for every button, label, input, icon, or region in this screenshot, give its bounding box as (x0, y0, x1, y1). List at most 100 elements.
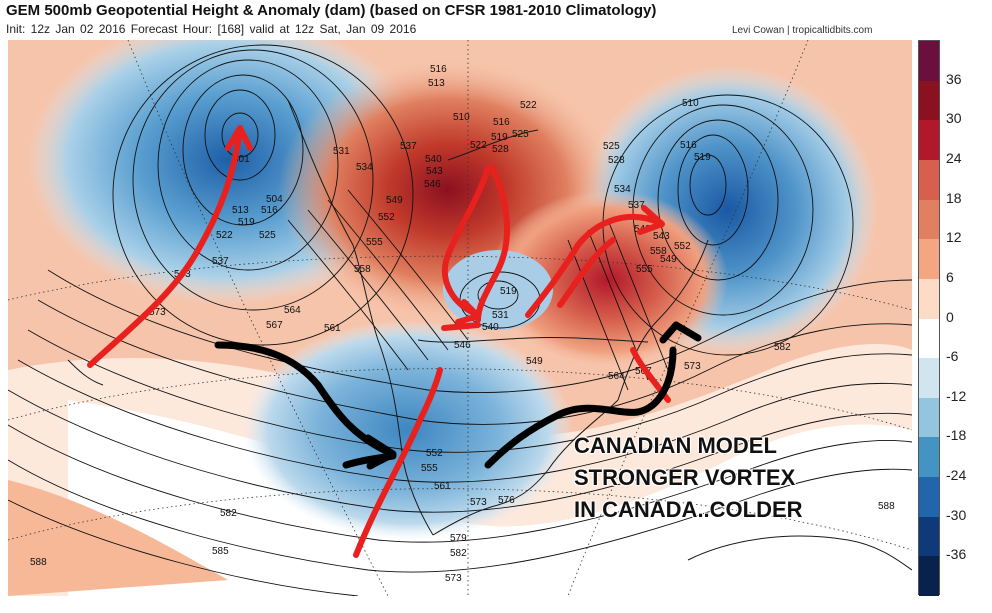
contour-label: 582 (450, 548, 467, 559)
colorbar-tick-label: 0 (946, 308, 954, 325)
contour-label: 510 (453, 112, 470, 123)
colorbar-tick-label: 18 (946, 189, 962, 206)
colorbar-tick-label: 12 (946, 229, 962, 246)
contour-label: 564 (608, 371, 625, 382)
red-arrow-atlantic-inner (557, 237, 616, 308)
contour-label: 531 (492, 310, 509, 321)
contour-label: 543 (653, 231, 670, 242)
contour-label: 555 (366, 237, 383, 248)
contour-label: 522 (520, 100, 537, 111)
contour-label-group: 516 513 510 516 522 519 525 522 528 531 … (30, 64, 895, 584)
map-credit: Levi Cowan | tropicaltidbits.com (732, 25, 873, 36)
colorbar-tick-label: -12 (946, 387, 967, 404)
contour-label: 561 (324, 323, 341, 334)
contour-label: 534 (356, 162, 373, 173)
colorbar-swatch (919, 120, 939, 161)
red-arrow-hudson-west (441, 165, 491, 318)
contour-label: 528 (492, 144, 509, 155)
contour-label: 501 (233, 154, 250, 165)
colorbar-swatch (919, 199, 939, 240)
contour-label: 531 (333, 146, 350, 157)
contour-label: 537 (212, 256, 229, 267)
contour-label: 546 (424, 179, 441, 190)
contour-label: 540 (425, 154, 442, 165)
contour-label: 510 (682, 98, 699, 109)
contour-label: 579 (450, 533, 467, 544)
colorbar-tick-label: -6 (946, 348, 959, 365)
contour-label: 519 (694, 152, 711, 163)
annotation-line-2: STRONGER VORTEX (574, 465, 796, 490)
colorbar-swatch (919, 358, 939, 399)
map-subtitle: Init: 12z Jan 02 2016 Forecast Hour: [16… (6, 22, 417, 36)
contour-label: 522 (470, 140, 487, 151)
contour-label: 537 (628, 200, 645, 211)
red-flow-arrows (87, 125, 671, 558)
contour-label: 573 (149, 307, 166, 318)
colorbar-swatch (919, 437, 939, 478)
contour-label: 549 (526, 356, 543, 367)
contour-label: 558 (354, 264, 371, 275)
contour-label: 552 (426, 448, 443, 459)
contour-label: 516 (493, 117, 510, 128)
map-title: GEM 500mb Geopotential Height & Anomaly … (6, 2, 657, 19)
contour-label: 537 (400, 141, 417, 152)
annotation-text: CANADIAN MODEL STRONGER VORTEX IN CANADA… (574, 430, 803, 526)
contour-label: 519 (491, 132, 508, 143)
colorbar-swatch (919, 477, 939, 518)
black-flow-arrows (214, 321, 702, 470)
colorbar-swatch (919, 159, 939, 201)
contour-label: 513 (232, 205, 249, 216)
red-arrow-pacific-head (225, 125, 253, 151)
black-arrow-west (214, 341, 392, 456)
contour-label: 588 (30, 557, 47, 568)
contour-label: 522 (216, 230, 233, 241)
red-arrow-pacific (87, 127, 243, 368)
colorbar-swatch (919, 397, 939, 438)
contour-label: 555 (421, 463, 438, 474)
contour-label: 582 (774, 342, 791, 353)
colorbar-swatch (919, 41, 939, 82)
colorbar-swatch (919, 239, 939, 280)
contour-label: 504 (266, 194, 283, 205)
contour-label: 519 (238, 217, 255, 228)
contour-label: 573 (470, 497, 487, 508)
contour-label: 513 (428, 78, 445, 89)
contour-label: 573 (684, 361, 701, 372)
red-arrow-quebec (525, 213, 661, 318)
colorbar-tick-label: 30 (946, 110, 962, 127)
colorbar-tick-label: 36 (946, 70, 962, 87)
annotation-line-1: CANADIAN MODEL (574, 433, 777, 458)
colorbar-swatch (919, 80, 939, 121)
black-arrow-southwest (342, 452, 397, 469)
contour-label: 540 (482, 322, 499, 333)
contour-label: 516 (261, 205, 278, 216)
weather-map: 516 513 510 516 522 519 525 522 528 531 … (8, 40, 912, 596)
contour-label: 564 (284, 305, 301, 316)
contour-label: 588 (878, 501, 895, 512)
contour-label: 552 (378, 212, 395, 223)
colorbar-tick-label: -36 (946, 546, 967, 563)
black-arrow-southeast (484, 346, 677, 469)
contour-label: 552 (674, 241, 691, 252)
contour-label: 561 (434, 481, 451, 492)
red-arrow-hudson-bottom (441, 322, 481, 331)
colorbar-tick-label: 6 (946, 268, 954, 285)
colorbar-tick-label: -30 (946, 506, 967, 523)
colorbar-tick-label: -18 (946, 427, 967, 444)
contour-label: 516 (680, 140, 697, 151)
contour-label: 582 (220, 508, 237, 519)
graticule (8, 40, 912, 596)
annotation-line-3: IN CANADA..COLDER (574, 497, 803, 522)
contour-label: 585 (212, 546, 229, 557)
red-arrow-hudson-east (475, 165, 510, 323)
colorbar-swatch (919, 318, 939, 359)
coastlines (67, 99, 912, 571)
contour-label: 573 (445, 573, 462, 584)
contour-label: 519 (500, 286, 517, 297)
contour-label: 576 (498, 495, 515, 506)
colorbar-tick-label: -24 (946, 467, 967, 484)
anomaly-colorbar (918, 40, 940, 597)
colorbar-swatch (919, 278, 939, 319)
contour-label: 549 (386, 195, 403, 206)
colorbar-swatch (919, 516, 939, 557)
